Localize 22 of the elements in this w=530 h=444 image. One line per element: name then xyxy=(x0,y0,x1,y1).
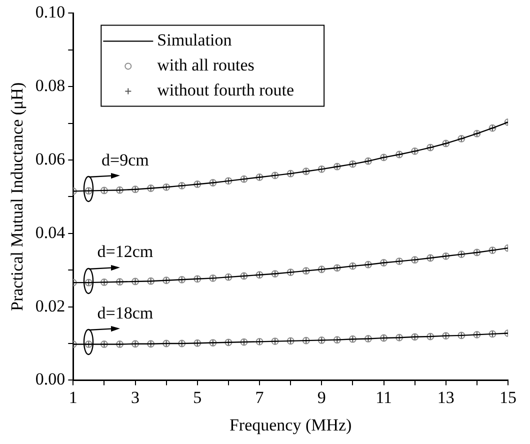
legend-label: without fourth route xyxy=(157,80,294,100)
annotation: d=18cm xyxy=(97,304,154,323)
y-axis-title: Practical Mutual Inductance (μH) xyxy=(8,82,27,312)
x-tick-label: 3 xyxy=(131,388,140,407)
y-tick-label: 0.06 xyxy=(35,149,66,168)
annotation: d=12cm xyxy=(97,242,154,262)
x-tick-label: 13 xyxy=(437,388,454,407)
x-tick-label: 1 xyxy=(68,388,78,407)
y-tick-label: 0.10 xyxy=(35,2,66,22)
y-tick-label: 0.08 xyxy=(35,76,66,96)
x-tick-label: 11 xyxy=(376,388,392,407)
x-tick-label: 15 xyxy=(500,388,516,407)
annotation: d=9cm xyxy=(101,150,149,170)
legend-label: with all routes xyxy=(157,56,254,75)
y-tick-label: 0.02 xyxy=(35,296,66,316)
x-tick-label: 9 xyxy=(317,388,326,407)
x-tick-label: 7 xyxy=(255,388,264,407)
legend-label: Simulation xyxy=(157,30,232,50)
y-tick-label: 0.00 xyxy=(35,370,66,389)
x-axis-title: Frequency (MHz) xyxy=(229,415,352,434)
y-tick-label: 0.04 xyxy=(35,222,66,242)
x-tick-label: 5 xyxy=(193,388,202,407)
